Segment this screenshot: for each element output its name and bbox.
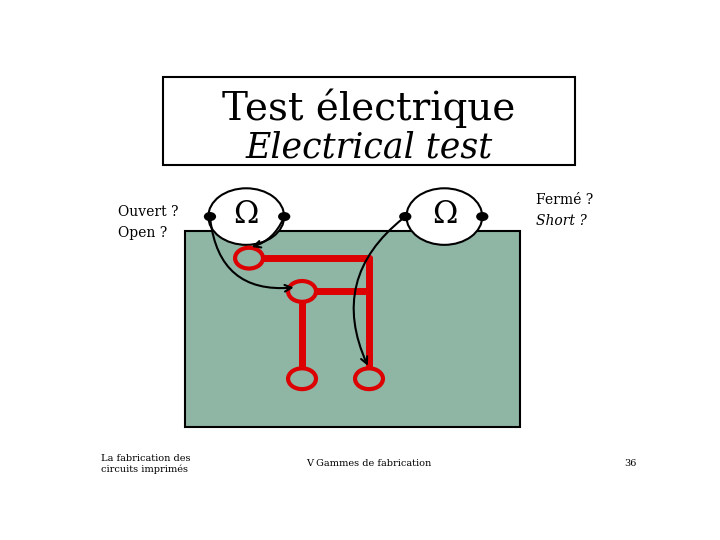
- Circle shape: [204, 212, 216, 221]
- Text: V Gammes de fabrication: V Gammes de fabrication: [307, 460, 431, 469]
- Text: 36: 36: [624, 460, 637, 469]
- Bar: [163, 77, 575, 165]
- Text: La fabrication des
circuits imprimés: La fabrication des circuits imprimés: [101, 454, 191, 474]
- Bar: [185, 231, 520, 427]
- Text: Ouvert ?: Ouvert ?: [118, 205, 179, 219]
- Circle shape: [235, 248, 263, 268]
- Circle shape: [208, 188, 284, 245]
- Circle shape: [406, 188, 482, 245]
- Circle shape: [476, 212, 488, 221]
- Text: Open ?: Open ?: [118, 226, 167, 240]
- Text: Fermé ?: Fermé ?: [536, 193, 594, 207]
- Circle shape: [355, 368, 383, 389]
- Text: Electrical test: Electrical test: [246, 131, 492, 165]
- Circle shape: [399, 212, 411, 221]
- Circle shape: [278, 212, 290, 221]
- Circle shape: [288, 368, 316, 389]
- Text: Ω: Ω: [233, 199, 259, 230]
- Circle shape: [288, 281, 316, 302]
- Text: Short ?: Short ?: [536, 214, 588, 228]
- Text: Ω: Ω: [432, 199, 457, 230]
- Text: Test électrique: Test électrique: [222, 89, 516, 128]
